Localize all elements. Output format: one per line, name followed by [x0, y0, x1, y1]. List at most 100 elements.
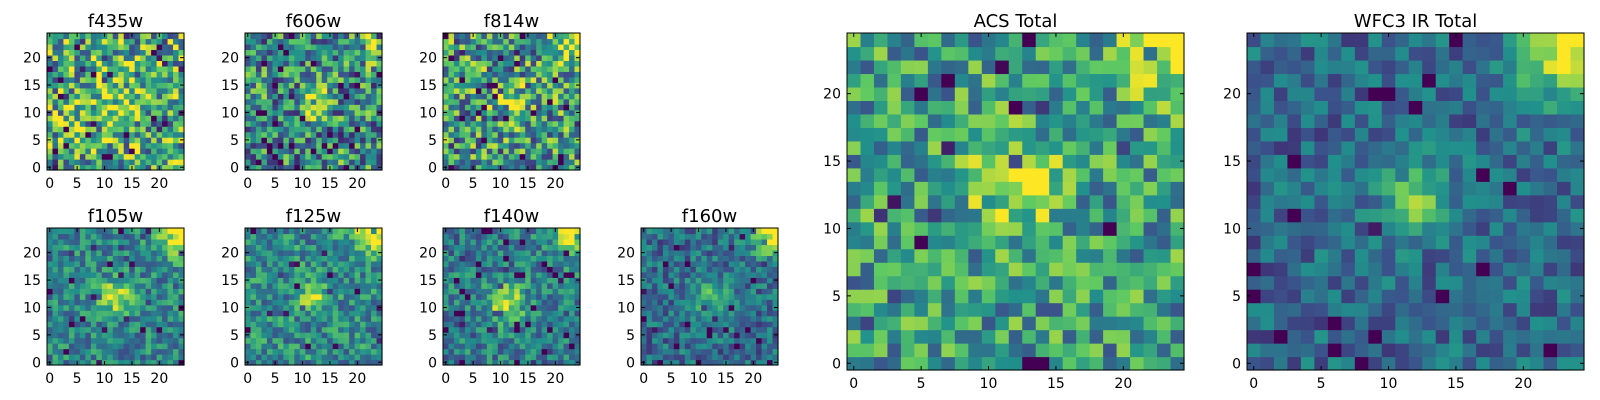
heatmap-cell: [371, 159, 378, 166]
heatmap-cell: [96, 255, 103, 262]
heatmap-cell: [129, 109, 136, 116]
heatmap-cell: [574, 115, 581, 122]
heatmap-cell: [536, 65, 543, 72]
heatmap-cell: [941, 154, 956, 169]
heatmap-cell: [1170, 302, 1185, 317]
heatmap-cell: [1062, 289, 1077, 304]
heatmap-cell: [453, 65, 461, 72]
heatmap-cell: [558, 142, 565, 149]
heatmap-cell: [1143, 275, 1158, 290]
heatmap-cell: [673, 244, 680, 251]
heatmap-cell: [272, 293, 279, 300]
heatmap-cell: [283, 249, 290, 256]
heatmap-cell: [376, 71, 383, 78]
heatmap-cell: [134, 49, 141, 56]
heatmap-cell: [145, 126, 152, 133]
heatmap-cell: [332, 348, 339, 355]
heatmap-cell: [651, 354, 659, 361]
heatmap-cell: [475, 255, 482, 262]
heatmap-cell: [140, 104, 147, 111]
heatmap-cell: [706, 271, 713, 278]
heatmap-cell: [52, 260, 59, 267]
heatmap-cell: [1076, 208, 1091, 223]
heatmap-cell: [173, 233, 180, 240]
heatmap-cell: [96, 60, 103, 67]
heatmap-cell: [245, 326, 252, 333]
heatmap-cell: [338, 104, 345, 111]
heatmap-cell: [255, 282, 263, 289]
heatmap-cell: [140, 228, 147, 235]
y-tick-label: 20: [23, 51, 41, 67]
heatmap-cell: [525, 38, 532, 45]
heatmap-cell: [250, 249, 257, 256]
heatmap-cell: [129, 354, 136, 361]
heatmap-cell: [569, 348, 576, 355]
heatmap-cell: [569, 104, 576, 111]
heatmap-cell: [519, 142, 526, 149]
heatmap-cell: [343, 93, 350, 100]
heatmap-cell: [668, 255, 675, 262]
heatmap-cell: [497, 82, 504, 89]
heatmap-cell: [162, 38, 169, 45]
heatmap-cell: [173, 54, 180, 61]
heatmap-cell: [349, 131, 356, 138]
heatmap-cell: [277, 120, 284, 127]
heatmap-cell: [310, 337, 317, 344]
heatmap-cell: [1157, 275, 1172, 290]
heatmap-cell: [525, 109, 532, 116]
heatmap-cell: [641, 326, 648, 333]
heatmap-cell: [464, 326, 471, 333]
heatmap-cell: [470, 126, 477, 133]
heatmap-cell: [74, 60, 81, 67]
heatmap-cell: [255, 115, 263, 122]
heatmap-cell: [750, 233, 757, 240]
heatmap-cell: [453, 354, 461, 361]
heatmap-cell: [123, 310, 130, 317]
heatmap-cell: [57, 164, 65, 171]
heatmap-cell: [156, 354, 163, 361]
heatmap-cell: [574, 343, 581, 350]
heatmap-cell: [277, 148, 284, 155]
heatmap-cell: [954, 343, 969, 358]
heatmap-cell: [272, 131, 279, 138]
heatmap-cell: [443, 98, 450, 105]
heatmap-cell: [574, 87, 581, 94]
heatmap-cell: [145, 288, 152, 295]
heatmap-cell: [536, 343, 543, 350]
heatmap-cell: [717, 249, 724, 256]
heatmap-cell: [536, 260, 543, 267]
heatmap-cell: [514, 359, 521, 366]
heatmap-cell: [541, 43, 548, 51]
heatmap-cell: [376, 159, 383, 166]
heatmap-cell: [354, 288, 361, 295]
heatmap-cell: [288, 332, 295, 339]
heatmap-cell: [283, 142, 290, 149]
heatmap-cell: [750, 337, 757, 344]
heatmap-cell: [250, 159, 257, 166]
heatmap-cell: [481, 120, 488, 127]
heatmap-cell: [525, 321, 532, 328]
heatmap-cell: [706, 282, 713, 289]
heatmap-cell: [288, 142, 295, 149]
heatmap-cell: [310, 354, 317, 361]
heatmap-cell: [266, 98, 273, 105]
heatmap-cell: [679, 266, 686, 273]
heatmap-cell: [574, 76, 581, 83]
heatmap-cell: [657, 343, 664, 350]
heatmap-cell: [459, 293, 466, 300]
heatmap-cell: [156, 315, 163, 322]
heatmap-cell: [1116, 181, 1131, 196]
heatmap-cell: [679, 321, 686, 328]
heatmap-cell: [272, 38, 279, 45]
heatmap-cell: [63, 233, 70, 240]
heatmap-cell: [459, 266, 466, 273]
heatmap-cell: [481, 142, 488, 149]
heatmap-cell: [530, 126, 537, 133]
heatmap-cell: [79, 33, 86, 40]
heatmap-cell: [365, 60, 372, 67]
heatmap-cell: [954, 316, 969, 331]
heatmap-cell: [167, 153, 174, 160]
heatmap-cell: [443, 315, 450, 322]
heatmap-cell: [563, 288, 570, 295]
heatmap-cell: [261, 233, 268, 240]
